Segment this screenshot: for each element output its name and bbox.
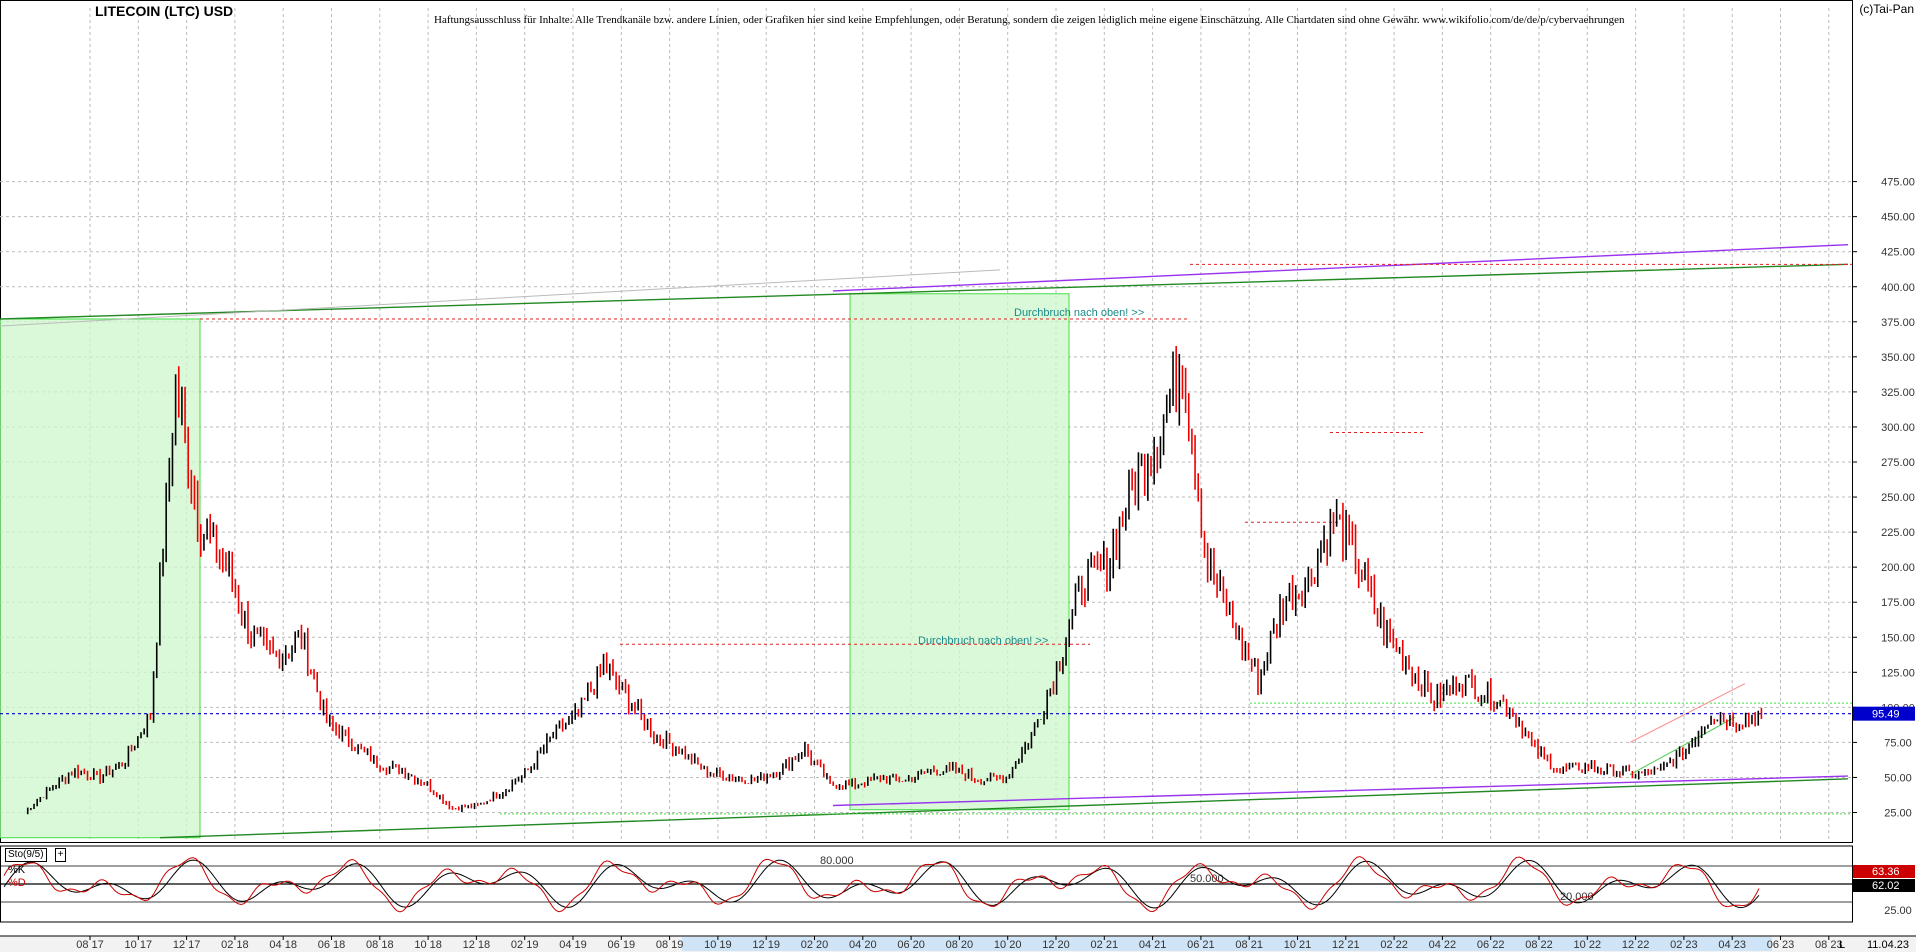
- x-tick-label: 06 18: [318, 939, 346, 951]
- stochastic-d-value: 62.02: [1872, 880, 1900, 892]
- x-tick-label: 02 18: [221, 939, 249, 951]
- breakout-zone-middle: [849, 293, 1070, 811]
- x-tick-label: 02 20: [801, 939, 829, 951]
- date-axis: 08 17 10 17 12 17 02 18 04 18 06 18 08 18 10 18…: [0, 935, 1916, 952]
- x-tick-label: 04 20: [849, 939, 877, 951]
- x-tick-label: 12 19: [752, 939, 780, 951]
- stochastic-k-label: %K: [8, 864, 26, 876]
- y-tick-label: 175.00: [1881, 597, 1915, 609]
- x-tick-label: 08 22: [1525, 939, 1553, 951]
- x-tick-label: 08 18: [366, 939, 394, 951]
- upper-purple-channel: [832, 243, 1849, 292]
- x-tick-label: 02 23: [1670, 939, 1698, 951]
- x-tick-label: 02 19: [511, 939, 539, 951]
- stochastic-k-line: [3, 856, 1760, 913]
- x-tick-label: 06 20: [897, 939, 925, 951]
- lower-purple-channel: [832, 775, 1849, 807]
- upper-green-channel: [0, 263, 1849, 320]
- y-tick-label: 325.00: [1881, 387, 1915, 399]
- price-axis: 25.0050.0075.00100.00125.00150.00175.002…: [1852, 177, 1915, 820]
- y-tick-label: 75.00: [1884, 737, 1912, 749]
- x-tick-label: 12 17: [173, 939, 201, 951]
- lower-green-channel: [159, 778, 1849, 839]
- x-tick-label: 02 21: [1091, 939, 1119, 951]
- stochastic-level-label: 50.000: [1190, 873, 1224, 885]
- stochastic-k-value: 63.36: [1872, 866, 1900, 878]
- stochastic-d-badge: [1853, 879, 1915, 892]
- y-tick-label: 200.00: [1881, 562, 1915, 574]
- x-tick-label: 06 21: [1187, 939, 1215, 951]
- chart-title: LITECOIN (LTC) USD: [95, 3, 234, 19]
- x-tick-label: 10 18: [414, 939, 442, 951]
- x-tick-label: 12 21: [1332, 939, 1360, 951]
- x-tick-label: 04 19: [559, 939, 587, 951]
- y-tick-label: 350.00: [1881, 352, 1915, 364]
- y-tick-label: 25.00: [1884, 808, 1912, 820]
- breakout-annotation: Durchbruch nach oben! >>: [918, 635, 1048, 647]
- trend-lines: [0, 243, 1852, 839]
- add-indicator-button[interactable]: +: [55, 848, 66, 862]
- stochastic-indicator-button[interactable]: Sto(9/5): [5, 848, 47, 862]
- rising-resistance-line: [1629, 683, 1746, 743]
- x-tick-label: 10 21: [1284, 939, 1312, 951]
- y-tick-label: 300.00: [1881, 422, 1915, 434]
- y-tick-label: 450.00: [1881, 212, 1915, 224]
- price-series: [26, 346, 1763, 815]
- x-tick-label: 08 19: [656, 939, 684, 951]
- copyright-text: (c)Tai-Pan: [1859, 2, 1914, 16]
- x-tick-label: 02 22: [1380, 939, 1408, 951]
- y-tick-label: 425.00: [1881, 247, 1915, 259]
- annotations: Durchbruch nach oben! >> Durchbruch nach …: [918, 307, 1144, 647]
- x-tick-label: 04 22: [1429, 939, 1457, 951]
- grey-trend-line: [0, 269, 1001, 327]
- x-tick-label: 08 20: [946, 939, 974, 951]
- x-tick-label: 12 22: [1622, 939, 1650, 951]
- y-tick-label: 50.00: [1884, 772, 1912, 784]
- x-tick-label: 12 18: [463, 939, 491, 951]
- x-tick-label: 06 23: [1767, 939, 1795, 951]
- x-tick-label: 10 22: [1574, 939, 1602, 951]
- stochastic-level-label: 80.000: [820, 855, 854, 867]
- end-marker: L: [1839, 939, 1845, 951]
- stochastic-level-label: 20.000: [1560, 891, 1594, 903]
- stochastic-panel: 80.000 50.000 20.000 %K%D 63.36 62.02 25.00: [0, 845, 1915, 923]
- y-tick-label: 400.00: [1881, 282, 1915, 294]
- stochastic-axis-label: 25.00: [1884, 905, 1912, 917]
- y-tick-label: 375.00: [1881, 317, 1915, 329]
- stochastic-d-line: [3, 859, 1760, 909]
- x-tick-label: 10 20: [994, 939, 1022, 951]
- x-tick-label: 04 23: [1718, 939, 1746, 951]
- footer-date: 11.04.23: [1867, 939, 1909, 951]
- x-tick-label: 08 21: [1235, 939, 1263, 951]
- stochastic-d-label: %D: [8, 877, 26, 889]
- disclaimer-text: Haftungsausschluss für Inhalte: Alle Tre…: [434, 14, 1625, 26]
- stochastic-k-badge: [1853, 865, 1915, 878]
- current-price-label: 95.49: [1872, 709, 1900, 721]
- green-zones: [0, 293, 1070, 839]
- x-tick-label: 06 22: [1477, 939, 1505, 951]
- x-tick-label: 04 18: [269, 939, 297, 951]
- rising-support-line: [1629, 716, 1736, 776]
- y-tick-label: 125.00: [1881, 667, 1915, 679]
- current-price-badge: [1853, 706, 1915, 721]
- breakout-zone-left: [0, 318, 201, 839]
- y-tick-label: 250.00: [1881, 492, 1915, 504]
- x-tick-label: 06 19: [608, 939, 636, 951]
- x-tick-label: 10 19: [704, 939, 732, 951]
- y-tick-label: 150.00: [1881, 632, 1915, 644]
- y-tick-label: 275.00: [1881, 457, 1915, 469]
- date-axis-highlight: [682, 937, 1772, 951]
- x-tick-label: 08 23: [1815, 939, 1843, 951]
- breakout-annotation: Durchbruch nach oben! >>: [1014, 307, 1144, 319]
- x-tick-label: 10 17: [125, 939, 153, 951]
- y-tick-label: 225.00: [1881, 527, 1915, 539]
- x-tick-label: 04 21: [1139, 939, 1167, 951]
- y-tick-label: 475.00: [1881, 177, 1915, 189]
- x-tick-label: 08 17: [76, 939, 104, 951]
- x-tick-label: 12 20: [1042, 939, 1070, 951]
